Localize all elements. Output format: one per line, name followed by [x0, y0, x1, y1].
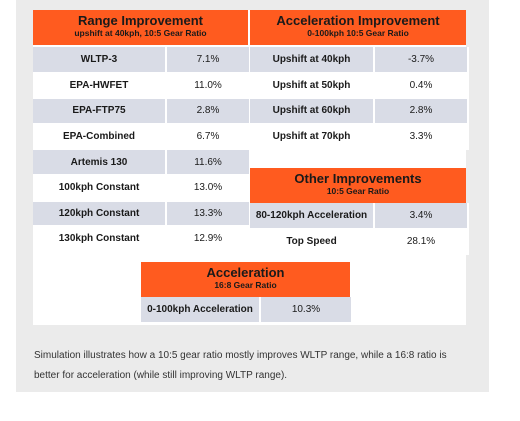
acceleration-improvement-header: Acceleration Improvement 0-100kph 10:5 G… — [250, 10, 466, 45]
other-improvements-row-label: 80-120kph Acceleration — [250, 203, 375, 230]
acceleration-improvement-row: Upshift at 50kph 0.4% — [250, 72, 469, 100]
other-improvements-title: Other Improvements — [294, 171, 422, 186]
other-improvements-row-value: 28.1% — [374, 228, 469, 256]
acceleration-improvement-title: Acceleration Improvement — [276, 13, 440, 28]
range-improvement-row-value: 11.6% — [166, 149, 251, 176]
range-improvement-table: WLTP-3 7.1% EPA-HWFET 11.0% EPA-FTP75 2.8% EPA… — [33, 47, 251, 253]
acceleration-subtitle: 16:8 Gear Ratio — [214, 280, 277, 290]
acceleration-title: Acceleration — [206, 265, 285, 280]
range-improvement-row-value: 11.0% — [166, 72, 251, 100]
acceleration-header: Acceleration 16:8 Gear Ratio — [141, 262, 350, 297]
acceleration-improvement-row-value: -3.7% — [374, 47, 469, 74]
acceleration-row-label: 0-100kph Acceleration — [141, 297, 261, 324]
range-improvement-row-label: EPA-HWFET — [33, 72, 167, 100]
range-improvement-row: EPA-Combined 6.7% — [33, 123, 251, 151]
acceleration-improvement-row-value: 3.3% — [374, 123, 469, 151]
acceleration-row: 0-100kph Acceleration 10.3% — [141, 297, 353, 324]
range-improvement-title: Range Improvement — [78, 13, 203, 28]
other-improvements-table: 80-120kph Acceleration 3.4% Top Speed 28.1% — [250, 203, 469, 256]
range-improvement-row-value: 2.8% — [166, 98, 251, 125]
range-improvement-row: 130kph Constant 12.9% — [33, 226, 251, 253]
acceleration-improvement-row-label: Upshift at 70kph — [250, 123, 375, 151]
range-improvement-subtitle: upshift at 40kph, 10:5 Gear Ratio — [74, 28, 207, 38]
acceleration-improvement-table: Upshift at 40kph -3.7% Upshift at 50kph 0.4… — [250, 47, 469, 151]
other-improvements-row-label: Top Speed — [250, 228, 375, 256]
acceleration-improvement-row: Upshift at 40kph -3.7% — [250, 47, 469, 74]
other-improvements-header: Other Improvements 10:5 Gear Ratio — [250, 168, 466, 203]
range-improvement-row: WLTP-3 7.1% — [33, 47, 251, 74]
range-improvement-row-value: 6.7% — [166, 123, 251, 151]
caption: Simulation illustrates how a 10:5 gear r… — [34, 350, 447, 381]
range-improvement-row-value: 13.3% — [166, 200, 251, 228]
other-improvements-row-value: 3.4% — [374, 203, 469, 230]
acceleration-improvement-row-label: Upshift at 50kph — [250, 72, 375, 100]
range-improvement-row: 120kph Constant 13.3% — [33, 200, 251, 228]
other-improvements-row: 80-120kph Acceleration 3.4% — [250, 203, 469, 230]
range-improvement-row-label: WLTP-3 — [33, 47, 167, 74]
acceleration-improvement-row-value: 2.8% — [374, 98, 469, 125]
acceleration-improvement-row-value: 0.4% — [374, 72, 469, 100]
acceleration-improvement-row: Upshift at 60kph 2.8% — [250, 98, 469, 125]
range-improvement-row-value: 13.0% — [166, 174, 251, 202]
range-improvement-row-label: 130kph Constant — [33, 226, 167, 253]
range-improvement-row: EPA-HWFET 11.0% — [33, 72, 251, 100]
range-improvement-row: 100kph Constant 13.0% — [33, 174, 251, 202]
acceleration-improvement-row: Upshift at 70kph 3.3% — [250, 123, 469, 151]
acceleration-improvement-subtitle: 0-100kph 10:5 Gear Ratio — [307, 28, 409, 38]
range-improvement-row-label: EPA-Combined — [33, 123, 167, 151]
acceleration-row-value: 10.3% — [260, 297, 353, 324]
acceleration-table: 0-100kph Acceleration 10.3% — [141, 297, 353, 324]
range-improvement-row-label: 120kph Constant — [33, 200, 167, 228]
range-improvement-row-value: 12.9% — [166, 226, 251, 253]
range-improvement-row-value: 7.1% — [166, 47, 251, 74]
range-improvement-row-label: Artemis 130 — [33, 149, 167, 176]
other-improvements-row: Top Speed 28.1% — [250, 228, 469, 256]
range-improvement-row: Artemis 130 11.6% — [33, 149, 251, 176]
acceleration-improvement-row-label: Upshift at 60kph — [250, 98, 375, 125]
range-improvement-header: Range Improvement upshift at 40kph, 10:5… — [33, 10, 248, 45]
acceleration-improvement-row-label: Upshift at 40kph — [250, 47, 375, 74]
other-improvements-subtitle: 10:5 Gear Ratio — [326, 186, 390, 196]
range-improvement-row-label: EPA-FTP75 — [33, 98, 167, 125]
range-improvement-row-label: 100kph Constant — [33, 174, 167, 202]
range-improvement-row: EPA-FTP75 2.8% — [33, 98, 251, 125]
